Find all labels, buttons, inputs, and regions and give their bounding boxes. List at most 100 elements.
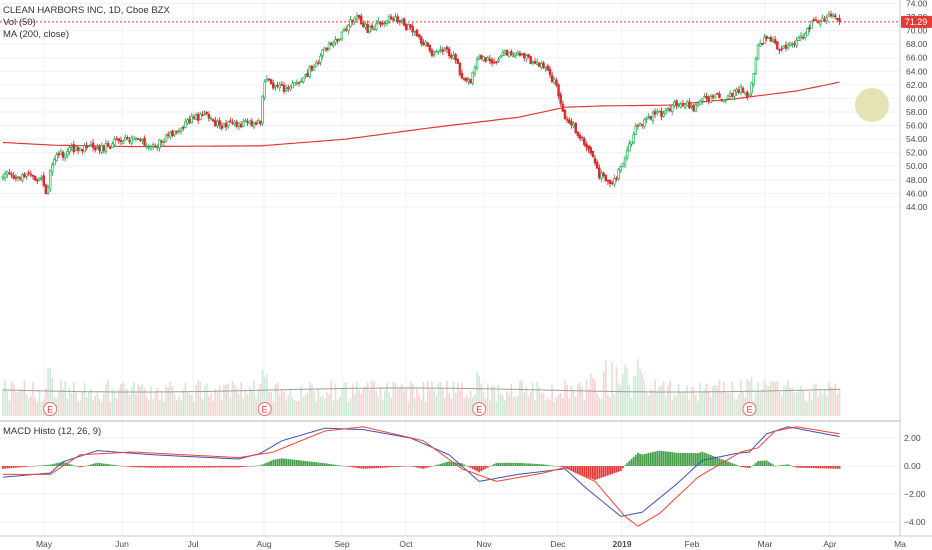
histogram-bar [722,459,725,466]
candle-body [139,139,142,141]
macd-axis[interactable]: 2.00 0.00 −2.00 −4.00 [904,433,926,527]
candle-body [424,41,427,46]
histogram-bar [310,461,313,466]
histogram-bar [203,466,206,468]
volume-bar [416,387,418,416]
candle-body [25,173,28,177]
histogram-bar [810,466,813,469]
histogram-bar [673,452,676,466]
candle-body [565,119,569,121]
histogram-bar [347,466,350,467]
histogram-bar [778,465,781,466]
histogram-bar [199,466,202,468]
volume-bar [220,399,223,416]
candle-body [143,137,146,146]
volume-bar [441,389,444,416]
histogram-bar [506,462,508,466]
histogram-bar [293,459,296,466]
volume-bar [675,396,678,416]
volume-bar [600,398,603,416]
volume-bar [98,399,101,416]
candle-body [218,120,221,126]
candle-body [797,37,801,41]
volume-bar [774,382,776,416]
drawing-circle[interactable] [855,88,889,122]
histogram-bar [341,465,343,467]
earnings-marker[interactable] [43,402,58,416]
histogram-bar [570,466,573,471]
histogram-bar [531,463,534,466]
candle-body [458,62,462,75]
candle-body [394,16,397,22]
volume-bar [493,385,496,416]
histogram-bar [714,456,717,466]
candle-body [507,52,511,58]
histogram-bar [4,466,7,469]
candle-body [432,53,436,56]
macd-legend[interactable]: MACD Histo (12, 26, 9) [3,426,101,437]
histogram-bar [240,466,242,468]
candle-body [81,149,84,152]
price-axis[interactable]: 74.0072.0070.0068.0066.0064.0062.0060.00… [906,0,928,212]
volume-bar [336,399,339,416]
histogram-bar [47,464,49,466]
volume-bar [577,384,579,416]
volume-legend[interactable]: Vol (50) [3,17,36,28]
histogram-bar [40,465,43,466]
earnings-marker[interactable] [742,402,757,416]
histogram-bar [825,466,828,469]
histogram-bar [160,466,163,468]
volume-bar [497,385,500,416]
volume-bar [244,388,247,416]
histogram-bar [250,466,253,467]
volume-bar [96,392,99,416]
volume-bar [765,384,768,416]
earnings-marker[interactable] [472,402,487,416]
candle-body [278,84,281,89]
volume-bar [729,393,731,416]
volume-bar [763,380,766,416]
volume-bar [111,388,114,416]
volume-bar [150,386,152,416]
volume-bar [772,380,774,416]
histogram-bar [808,466,811,468]
histogram-bar [323,463,326,466]
volume-bar [128,394,131,416]
histogram-bar [246,466,249,467]
ma-legend[interactable]: MA (200, close) [3,29,69,40]
volume-bar [274,384,277,416]
histogram-bar [838,466,841,469]
histogram-bar [694,453,697,466]
histogram-bar [737,465,740,467]
histogram-bar [750,466,753,467]
candle-body [746,91,749,98]
histogram-bar [392,466,395,468]
candle-body [593,157,597,164]
volume-bar [705,384,708,416]
histogram-bar [501,462,504,466]
candle-body [124,137,127,141]
volume-bar [448,393,450,416]
candle-body [831,14,835,17]
histogram-bar [135,466,137,468]
volume-bar [371,380,373,416]
candle-body [441,49,444,52]
candle-body [834,15,837,17]
volume-bar [418,395,420,416]
candle-body [726,95,730,99]
symbol-title[interactable]: CLEAN HARBORS INC, 1D, Cboe BZX [3,5,170,16]
earnings-marker[interactable] [257,402,272,416]
candle-body [542,62,545,68]
candle-body [353,18,357,23]
histogram-bar [280,458,283,466]
histogram-bar [671,452,674,466]
volume-bar [300,385,302,416]
time-axis[interactable]: May Jun Jul Aug Sep Oct Nov Dec 2019 Feb Mar Apr Ma [36,539,906,549]
volume-bar [105,384,107,416]
candle-body [338,38,342,41]
volume-bar [321,395,324,416]
macd-line [2,426,840,517]
histogram-bar [235,466,238,468]
